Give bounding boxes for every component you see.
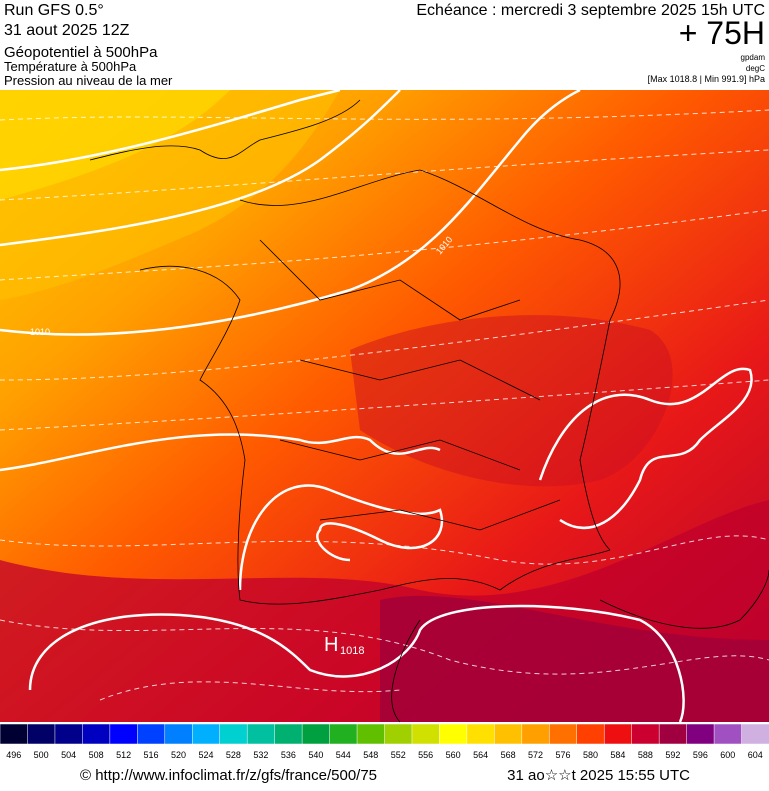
colorbar-swatch [219,723,248,745]
colorbar-swatch [713,723,743,745]
colorbar-swatch [576,723,605,745]
colorbar-swatch [686,723,715,745]
colorbar-swatch [0,723,29,745]
isobars [0,88,753,723]
colorbar-label: 564 [473,750,488,760]
colorbar-label: 528 [226,750,241,760]
colorbar-label: 520 [171,750,186,760]
high-value: 1018 [340,645,364,657]
colorbar-swatch [549,723,578,745]
colorbar-swatch [246,723,276,745]
colorbar-label: 552 [391,750,406,760]
colorbar-swatch [356,723,386,745]
colorbar-label: 524 [198,750,213,760]
unit-label: degC [746,64,765,73]
colorbar-swatch [603,723,633,745]
unit-label: gpdam [741,53,766,62]
run-date: 31 aout 2025 12Z [4,22,130,39]
colorbar-label: 592 [665,750,680,760]
colorbar-swatch [301,723,331,745]
colorbar-label: 532 [253,750,268,760]
colorbar-label: 560 [446,750,461,760]
pressure-range: [Max 1018.8 | Min 991.9] hPa [648,74,765,84]
colorbar-swatch [192,723,221,745]
colorbar-label: 512 [116,750,131,760]
colorbar-label: 596 [693,750,708,760]
colorbar-swatch [82,723,111,745]
colorbar-swatch [54,723,84,745]
colorbar-label: 588 [638,750,653,760]
colorbar-swatch [658,723,688,745]
colorbar-label: 600 [720,750,735,760]
source-url: © http://www.infoclimat.fr/z/gfs/france/… [80,767,377,784]
colorbar-swatch [329,723,358,745]
colorbar-swatch [466,723,496,745]
colorbar-label: 508 [89,750,104,760]
colorbar-label: 504 [61,750,76,760]
coastlines [89,99,769,723]
colorbar-label: 572 [528,750,543,760]
field-label: Température à 500hPa [4,59,137,74]
colorbar-label: 556 [418,750,433,760]
forecast-time: Echéance : mercredi 3 septembre 2025 15h… [416,2,765,19]
colorbar-swatch [439,723,468,745]
colorbar-label: 568 [501,750,516,760]
field-zone [350,315,673,487]
map: 1010 1010 H 1018 [0,88,769,723]
colorbar-label: 544 [336,750,351,760]
colorbar-label: 576 [556,750,571,760]
colorbar-swatch [384,723,413,745]
colorbar-label: 500 [34,750,49,760]
colorbar-swatch [521,723,551,745]
colorbar-label: 580 [583,750,598,760]
colorbar-swatch [411,723,441,745]
colorbar-swatch [27,723,56,745]
field-zone [380,595,769,722]
lead-time: + 75H [679,15,765,51]
run-label: Run GFS 0.5° [4,2,104,19]
colorbar-label: 496 [6,750,21,760]
colorbar-label: 540 [308,750,323,760]
colorbar-swatch [109,723,139,745]
colorbar-label: 604 [748,750,763,760]
timestamp: 31 ao☆☆t 2025 15:55 UTC [507,767,690,784]
colorbar-swatch [137,723,166,745]
colorbar-swatch [494,723,523,745]
colorbar: 496 500 504 508 512 516 520 524 528 532 536 540 544 5… [0,723,769,760]
field-label: Pression au niveau de la mer [4,73,173,88]
colorbar-label: 536 [281,750,296,760]
colorbar-swatch [741,723,769,745]
colorbar-label: 584 [610,750,625,760]
colorbar-swatch [274,723,303,745]
colorbar-label: 516 [144,750,159,760]
isobar-label: 1010 [30,327,50,337]
colorbar-swatch [164,723,194,745]
colorbar-label: 548 [363,750,378,760]
field-label: Géopotentiel à 500hPa [4,44,158,61]
high-symbol: H [324,634,338,656]
isotherms [0,109,769,701]
colorbar-swatch [631,723,660,745]
